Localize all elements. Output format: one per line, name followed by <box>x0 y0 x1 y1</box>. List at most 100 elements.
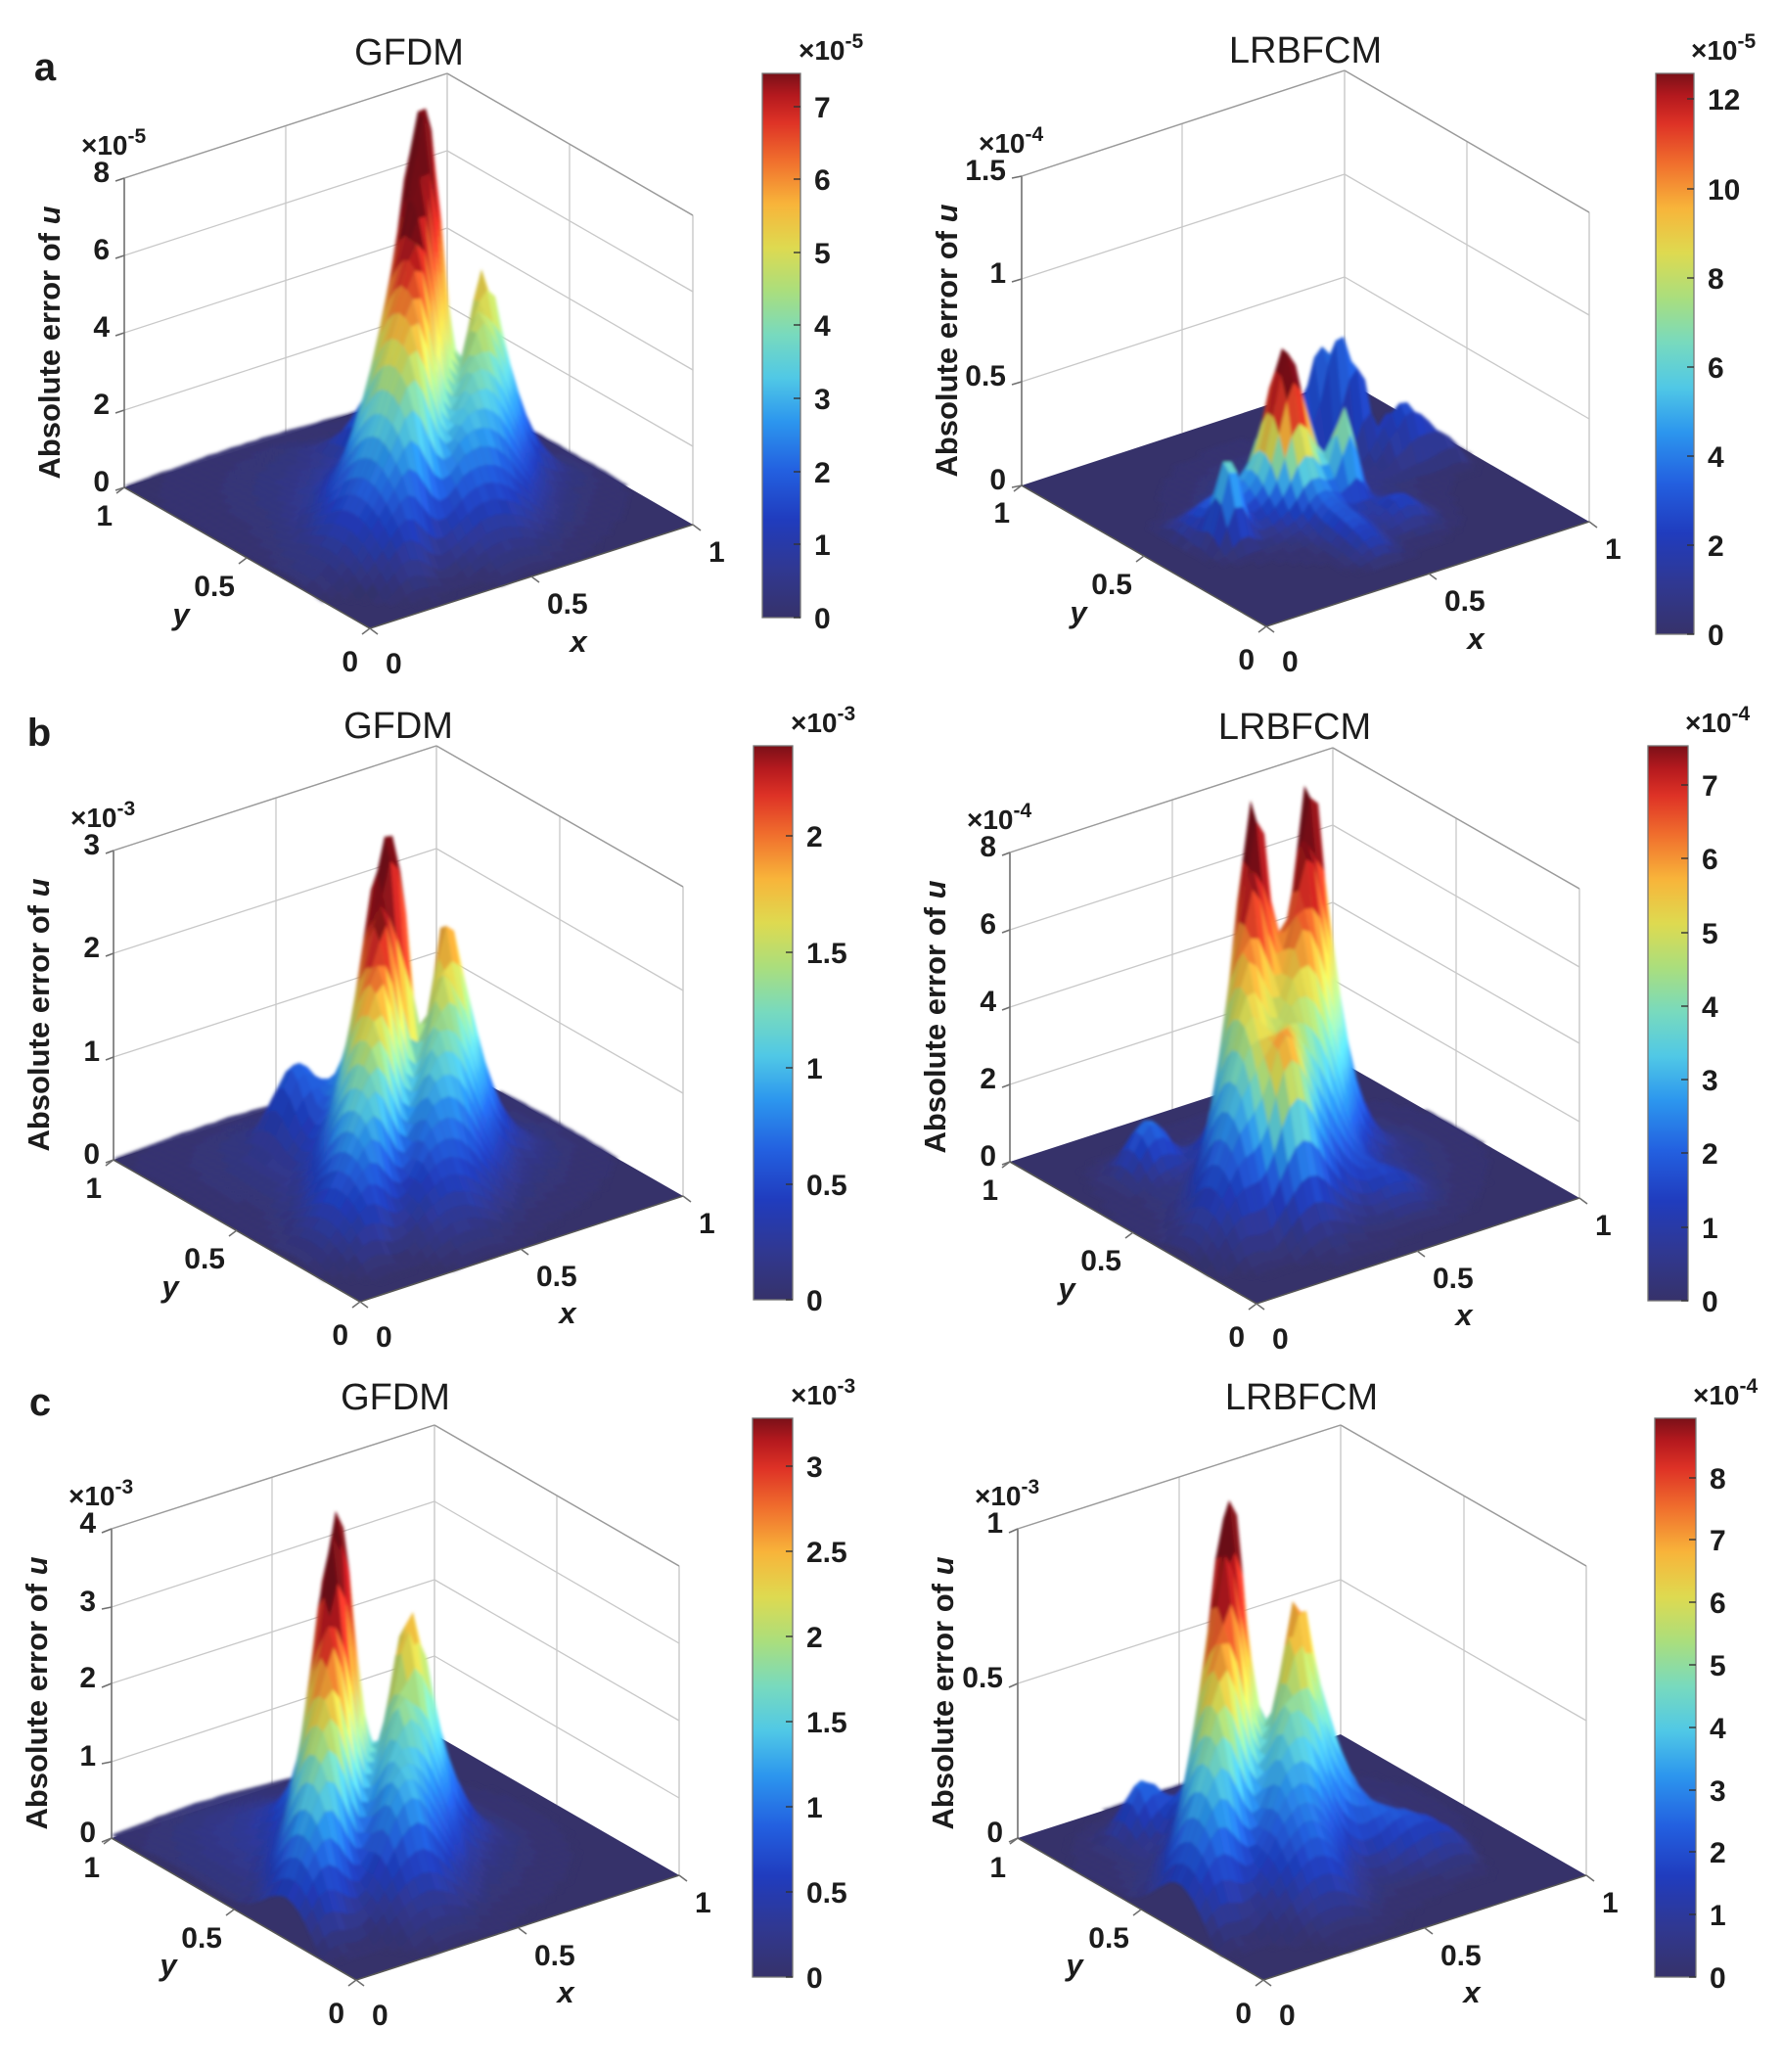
svg-text:0: 0 <box>814 603 831 635</box>
svg-text:8: 8 <box>980 831 996 863</box>
svg-text:1: 1 <box>83 1036 100 1068</box>
svg-text:4: 4 <box>1708 441 1724 474</box>
svg-text:y: y <box>170 597 191 631</box>
svg-text:8: 8 <box>1708 263 1724 296</box>
svg-text:GFDM: GFDM <box>354 32 464 73</box>
svg-text:0: 0 <box>1710 1962 1726 1995</box>
svg-text:2: 2 <box>79 1662 96 1694</box>
svg-text:0.5: 0.5 <box>536 1261 577 1293</box>
svg-text:4: 4 <box>93 311 110 344</box>
svg-text:1: 1 <box>1605 533 1622 566</box>
svg-text:1: 1 <box>96 500 113 532</box>
svg-text:0: 0 <box>328 1998 344 2030</box>
svg-text:2: 2 <box>806 821 823 853</box>
svg-text:0: 0 <box>1238 644 1255 676</box>
svg-text:1: 1 <box>982 1174 998 1207</box>
svg-text:Absolute error of u: Absolute error of u <box>918 880 952 1153</box>
svg-text:1.5: 1.5 <box>806 1707 847 1739</box>
svg-text:Absolute error of u: Absolute error of u <box>930 204 964 477</box>
svg-text:0.5: 0.5 <box>547 588 588 621</box>
svg-text:3: 3 <box>1710 1775 1726 1808</box>
svg-text:6: 6 <box>814 164 831 197</box>
svg-text:0: 0 <box>806 1962 823 1995</box>
svg-text:0: 0 <box>1702 1286 1718 1318</box>
svg-text:y: y <box>1056 1271 1076 1306</box>
svg-text:1.5: 1.5 <box>806 938 847 970</box>
svg-text:2.5: 2.5 <box>806 1537 847 1569</box>
svg-text:x: x <box>1453 1298 1474 1332</box>
svg-text:×10-3: ×10-3 <box>791 1375 855 1410</box>
svg-text:1: 1 <box>993 497 1010 530</box>
svg-text:1: 1 <box>989 1852 1006 1884</box>
svg-text:6: 6 <box>1710 1588 1726 1620</box>
svg-text:y: y <box>1068 595 1088 629</box>
svg-text:1: 1 <box>1595 1210 1612 1242</box>
svg-text:0: 0 <box>372 2000 388 2032</box>
svg-text:2: 2 <box>806 1622 823 1654</box>
svg-text:1: 1 <box>1710 1900 1726 1932</box>
svg-text:0.5: 0.5 <box>1088 1922 1129 1955</box>
svg-text:b: b <box>27 712 51 755</box>
svg-text:1: 1 <box>79 1740 96 1773</box>
svg-text:0: 0 <box>1708 620 1724 652</box>
svg-text:0.5: 0.5 <box>1440 1940 1482 1972</box>
svg-text:0: 0 <box>1282 646 1299 678</box>
svg-text:8: 8 <box>93 157 110 189</box>
svg-text:2: 2 <box>1702 1138 1718 1171</box>
svg-text:0: 0 <box>1228 1321 1245 1354</box>
svg-text:2: 2 <box>93 389 110 421</box>
svg-text:0: 0 <box>332 1319 348 1352</box>
svg-text:0: 0 <box>79 1817 96 1849</box>
svg-text:2: 2 <box>1710 1837 1726 1869</box>
svg-text:12: 12 <box>1708 84 1740 116</box>
svg-text:1: 1 <box>806 1053 823 1085</box>
svg-text:0.5: 0.5 <box>194 571 235 603</box>
svg-text:7: 7 <box>1702 770 1718 803</box>
svg-text:6: 6 <box>1702 844 1718 876</box>
svg-text:0.5: 0.5 <box>534 1940 575 1972</box>
svg-text:1: 1 <box>1602 1887 1619 1919</box>
svg-text:5: 5 <box>1702 918 1718 950</box>
svg-text:4: 4 <box>1710 1713 1726 1745</box>
svg-text:0: 0 <box>806 1285 823 1317</box>
svg-text:1: 1 <box>83 1852 100 1884</box>
svg-text:3: 3 <box>79 1586 96 1618</box>
svg-text:0.5: 0.5 <box>965 360 1006 392</box>
svg-text:0.5: 0.5 <box>1433 1263 1474 1295</box>
svg-text:0: 0 <box>386 648 402 680</box>
svg-text:LRBFCM: LRBFCM <box>1218 707 1371 748</box>
svg-text:1: 1 <box>1702 1213 1718 1245</box>
svg-text:0.5: 0.5 <box>181 1922 222 1955</box>
svg-text:y: y <box>158 1948 178 1982</box>
svg-text:x: x <box>557 1296 577 1330</box>
svg-text:a: a <box>34 46 57 89</box>
svg-text:y: y <box>1064 1948 1084 1982</box>
svg-text:2: 2 <box>980 1063 996 1095</box>
svg-text:3: 3 <box>806 1451 823 1484</box>
svg-text:7: 7 <box>814 92 831 124</box>
svg-text:y: y <box>160 1269 180 1304</box>
svg-text:0.5: 0.5 <box>806 1877 847 1910</box>
svg-text:0: 0 <box>1272 1323 1289 1356</box>
svg-text:3: 3 <box>83 829 100 861</box>
svg-text:c: c <box>29 1381 51 1424</box>
svg-text:2: 2 <box>1708 530 1724 563</box>
svg-text:LRBFCM: LRBFCM <box>1225 1377 1378 1418</box>
svg-text:4: 4 <box>1702 991 1718 1024</box>
svg-text:x: x <box>568 624 588 659</box>
svg-text:x: x <box>555 1975 575 2009</box>
svg-text:0: 0 <box>1279 2000 1296 2032</box>
svg-text:0.5: 0.5 <box>1080 1245 1121 1277</box>
svg-text:0: 0 <box>342 646 358 678</box>
svg-text:x: x <box>1465 622 1485 656</box>
svg-text:0.5: 0.5 <box>806 1170 847 1202</box>
svg-text:6: 6 <box>93 234 110 266</box>
svg-text:1: 1 <box>699 1208 715 1240</box>
svg-text:1: 1 <box>986 1507 1003 1540</box>
svg-text:Absolute error of u: Absolute error of u <box>20 1556 54 1829</box>
svg-text:1: 1 <box>708 536 725 569</box>
svg-text:1.5: 1.5 <box>965 155 1006 187</box>
svg-text:Absolute error of u: Absolute error of u <box>22 878 56 1151</box>
svg-text:0.5: 0.5 <box>1091 569 1132 601</box>
svg-text:5: 5 <box>814 238 831 270</box>
